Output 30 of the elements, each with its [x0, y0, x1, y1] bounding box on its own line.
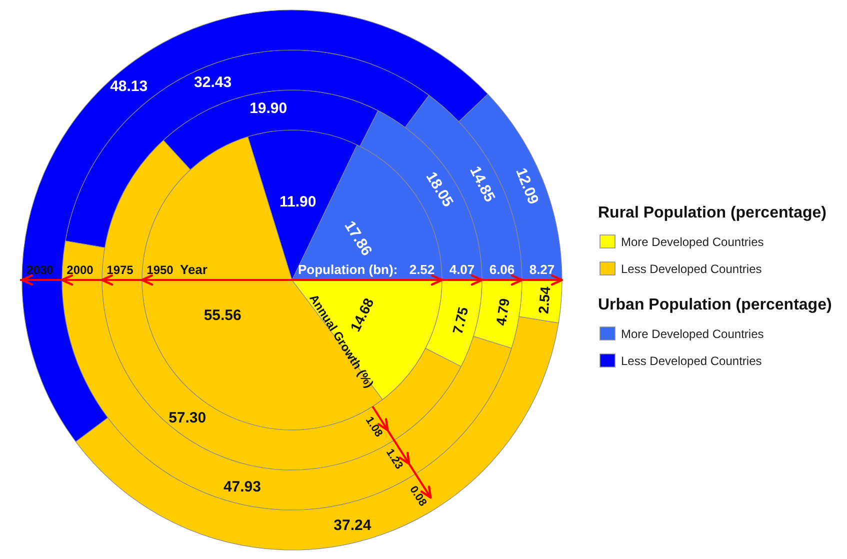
legend-label: More Developed Countries [621, 327, 764, 341]
text: 4.07 [449, 262, 475, 277]
slice-label: 2030 [26, 263, 54, 277]
data-label: 19.90 [250, 100, 288, 118]
data-label: 47.93 [223, 478, 261, 496]
text: 8.27 [529, 262, 555, 277]
slice-label: 1975 [106, 263, 134, 277]
data-label: 14.68 [346, 295, 377, 334]
text: 2.52 [409, 262, 435, 277]
text: Year [180, 262, 208, 277]
data-label: 4.79 [492, 297, 513, 327]
data-label: 11.90 [279, 194, 316, 211]
data-label: 48.13 [110, 78, 148, 96]
legend-label: Less Developed Countries [621, 354, 762, 368]
data-label: 14.85 [466, 164, 498, 205]
data-label: 2.54 [535, 286, 554, 314]
data-label: 7.75 [449, 305, 472, 336]
data-label: 12.09 [512, 166, 542, 207]
text: Rural Population (percentage) [598, 204, 826, 222]
data-label: 32.43 [194, 74, 232, 91]
slice-label: 2000 [66, 263, 94, 277]
slice-label: 1950 [146, 263, 174, 277]
text: Population (bn): [298, 262, 398, 277]
data-label: 37.24 [334, 517, 372, 534]
text: 6.06 [489, 262, 515, 277]
legend-label: More Developed Countries [621, 235, 764, 249]
text: Urban Population (percentage) [598, 296, 832, 314]
data-label: 55.56 [204, 307, 242, 324]
data-label: 57.30 [168, 409, 206, 426]
legend-label: Less Developed Countries [621, 262, 762, 276]
